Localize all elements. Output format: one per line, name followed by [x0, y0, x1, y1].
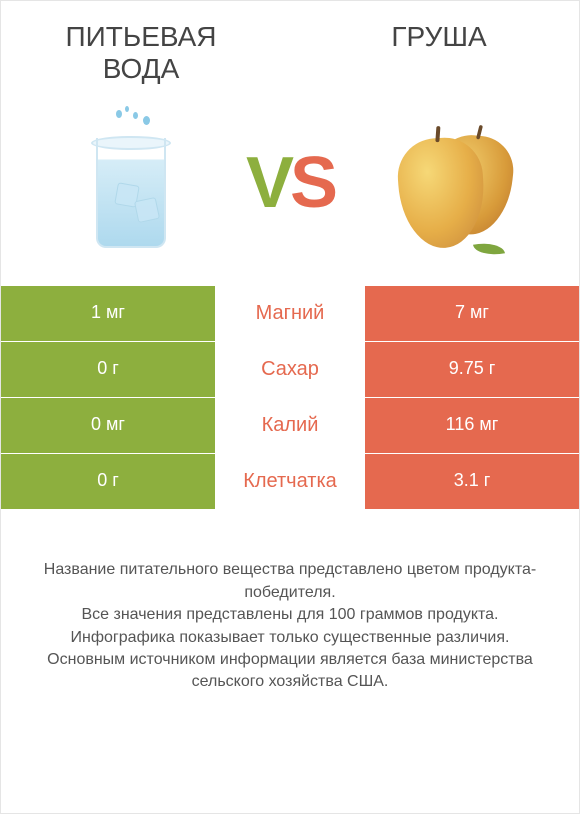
footer-line: Инфографика показывает только существенн… — [31, 627, 549, 649]
right-value: 116 мг — [365, 398, 579, 453]
right-value: 9.75 г — [365, 342, 579, 397]
table-row: 0 мгКалий116 мг — [1, 397, 579, 453]
footer-notes: Название питательного вещества представл… — [1, 509, 579, 693]
right-value: 3.1 г — [365, 454, 579, 509]
water-glass-icon — [91, 118, 171, 248]
table-row: 0 гКлетчатка3.1 г — [1, 453, 579, 509]
nutrient-label: Клетчатка — [215, 454, 365, 509]
footer-line: Все значения представлены для 100 граммо… — [31, 604, 549, 626]
nutrient-label: Калий — [215, 398, 365, 453]
header: Питьевая вода Груша — [1, 1, 579, 85]
right-product-image — [359, 98, 539, 268]
nutrient-label: Магний — [215, 286, 365, 341]
footer-line: Название питательного вещества представл… — [31, 559, 549, 604]
vs-s: S — [290, 143, 334, 223]
left-value: 0 г — [1, 454, 215, 509]
right-product-title: Груша — [339, 21, 539, 85]
pear-icon — [374, 108, 524, 258]
left-product-title: Питьевая вода — [41, 21, 241, 85]
image-row: VS — [1, 85, 579, 285]
right-value: 7 мг — [365, 286, 579, 341]
nutrient-label: Сахар — [215, 342, 365, 397]
left-value: 1 мг — [1, 286, 215, 341]
vs-label: VS — [246, 147, 334, 219]
comparison-table: 1 мгМагний7 мг0 гСахар9.75 г0 мгКалий116… — [1, 285, 579, 509]
table-row: 1 мгМагний7 мг — [1, 285, 579, 341]
left-product-image — [41, 98, 221, 268]
left-value: 0 г — [1, 342, 215, 397]
table-row: 0 гСахар9.75 г — [1, 341, 579, 397]
vs-v: V — [246, 143, 290, 223]
left-value: 0 мг — [1, 398, 215, 453]
footer-line: Основным источником информации является … — [31, 649, 549, 694]
